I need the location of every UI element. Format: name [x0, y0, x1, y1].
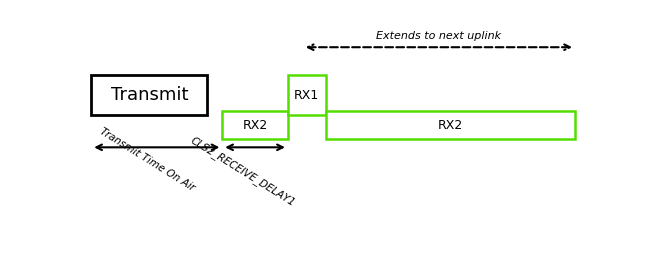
FancyBboxPatch shape: [91, 75, 207, 115]
Text: RX2: RX2: [437, 119, 463, 132]
Text: Transmit Time On Air: Transmit Time On Air: [98, 126, 196, 193]
Text: RX1: RX1: [294, 89, 319, 102]
Text: CLS2_RECEIVE_DELAY1: CLS2_RECEIVE_DELAY1: [188, 135, 297, 208]
FancyBboxPatch shape: [222, 111, 288, 139]
FancyBboxPatch shape: [288, 75, 326, 115]
Text: RX2: RX2: [242, 119, 268, 132]
Text: Transmit: Transmit: [111, 86, 188, 104]
FancyBboxPatch shape: [326, 111, 575, 139]
Text: Extends to next uplink: Extends to next uplink: [376, 31, 502, 41]
